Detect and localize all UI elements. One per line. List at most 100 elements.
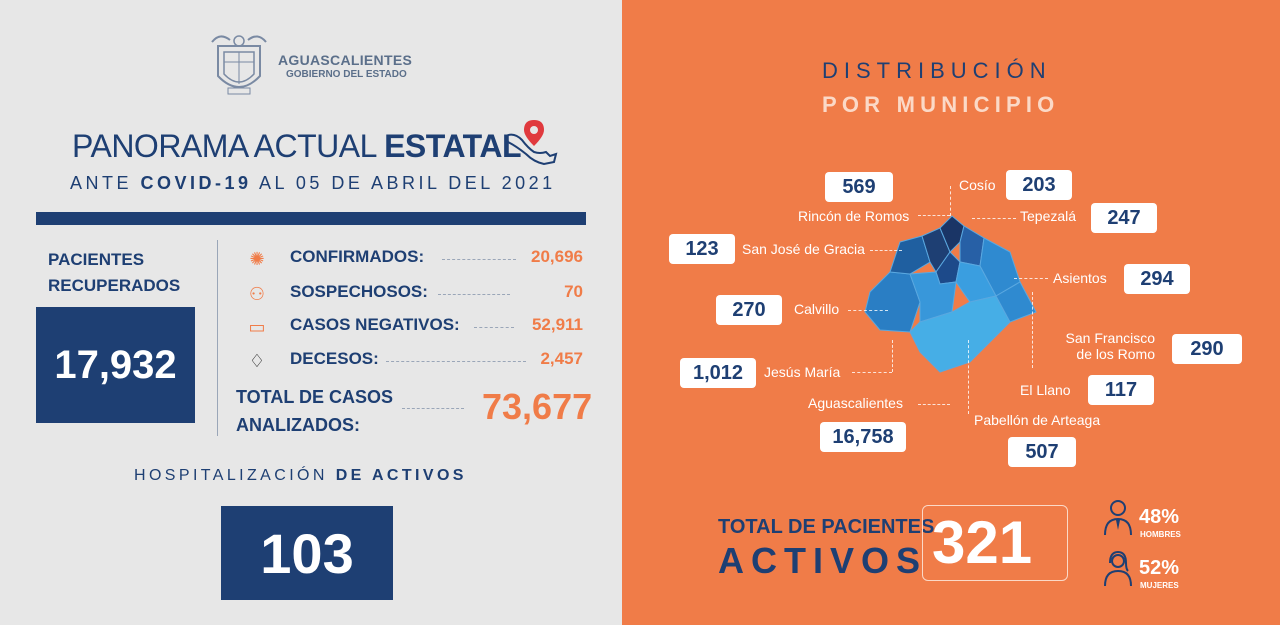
municipality-value-san-jose-de-gracia: 123 bbox=[669, 234, 735, 264]
municipality-value-rincon-de-romos: 569 bbox=[825, 172, 893, 202]
municipality-value-cosio: 203 bbox=[1006, 170, 1072, 200]
recovered-label-line1: PACIENTES bbox=[48, 250, 145, 269]
subtitle-pre: ANTE bbox=[70, 173, 141, 193]
map-region-aguascalientes bbox=[909, 295, 1011, 373]
map-region-jesus-maria bbox=[909, 271, 957, 323]
active-box bbox=[922, 505, 1068, 581]
municipality-name-tepezala: Tepezalá bbox=[1020, 208, 1077, 224]
stat-value: 52,911 bbox=[531, 315, 583, 334]
municipality-value-jesus-maria: 1,012 bbox=[680, 358, 756, 388]
municipality-name-asientos: Asientos bbox=[1053, 270, 1107, 286]
women-percentage: 52% bbox=[1139, 557, 1180, 579]
active-label-line1: TOTAL DE PACIENTES bbox=[718, 516, 935, 538]
leader-line bbox=[402, 408, 464, 409]
stat-label: SOSPECHOSOS: bbox=[290, 282, 428, 301]
municipality-value-pabellon-de-arteaga: 507 bbox=[1008, 437, 1076, 467]
mexico-map-pin-icon bbox=[504, 120, 558, 166]
municipality-name-line2: de los Romo bbox=[1076, 346, 1155, 362]
government-subtitle: GOBIERNO DEL ESTADO bbox=[286, 69, 407, 80]
total-cases-label-line2: ANALIZADOS: bbox=[236, 415, 360, 435]
active-label-line2: ACTIVOS bbox=[718, 540, 928, 581]
map-region-calvillo bbox=[864, 271, 921, 333]
leader-line bbox=[968, 340, 969, 414]
leader-line bbox=[852, 372, 892, 373]
total-cases-label-line1: TOTAL DE CASOS bbox=[236, 387, 394, 407]
municipality-name-jesus-maria: Jesús María bbox=[764, 364, 841, 380]
stat-confirmed: ✺ CONFIRMADOS: 20,696 bbox=[242, 245, 587, 273]
stat-suspected: ⚇ SOSPECHOSOS: 70 bbox=[242, 280, 587, 308]
mask-icon: ▭ bbox=[248, 316, 266, 338]
map-region-san-francisco-de-los-romo bbox=[955, 261, 997, 303]
municipality-name-cosio: Cosío bbox=[959, 177, 996, 193]
state-map bbox=[864, 215, 1037, 373]
leader-line bbox=[442, 259, 516, 260]
total-cases-label: TOTAL DE CASOS ANALIZADOS: bbox=[236, 383, 393, 439]
men-percentage: 48% bbox=[1139, 506, 1180, 528]
municipality-name-san-jose-de-gracia: San José de Gracia bbox=[742, 241, 865, 257]
municipality-name-rincon-de-romos: Rincón de Romos bbox=[798, 208, 910, 224]
leader-line bbox=[1032, 292, 1033, 368]
municipality-value-calvillo: 270 bbox=[716, 295, 782, 325]
subtitle-bold: COVID-19 bbox=[140, 173, 252, 193]
hospitalization-label: HOSPITALIZACIÓN DE ACTIVOS bbox=[134, 467, 467, 485]
stat-value: 2,457 bbox=[540, 349, 583, 368]
state-coat-of-arms-icon bbox=[211, 35, 267, 95]
municipality-name-aguascalientes: Aguascalientes bbox=[808, 395, 903, 411]
title-light: PANORAMA ACTUAL bbox=[72, 128, 385, 164]
leader-line bbox=[918, 404, 950, 405]
virus-icon: ✺ bbox=[249, 248, 265, 270]
stat-label: CASOS NEGATIVOS: bbox=[290, 315, 460, 334]
stat-value: 20,696 bbox=[531, 247, 583, 266]
recovered-label-line2: RECUPERADOS bbox=[48, 276, 181, 295]
municipality-value-el-llano: 117 bbox=[1088, 375, 1154, 405]
municipality-name-line1: San Francisco bbox=[1065, 330, 1155, 346]
recovered-value: 17,932 bbox=[54, 342, 177, 387]
women-label: MUJERES bbox=[1140, 581, 1179, 590]
map-region-el-llano bbox=[995, 281, 1037, 323]
municipality-name-pabellon-de-arteaga: Pabellón de Arteaga bbox=[974, 412, 1101, 428]
stat-label: DECESOS: bbox=[290, 349, 379, 368]
men-label: HOMBRES bbox=[1140, 530, 1181, 539]
leader-line bbox=[1014, 278, 1048, 279]
title-bold: ESTATAL bbox=[384, 128, 521, 164]
leader-line bbox=[848, 310, 888, 311]
recovered-box: 17,932 bbox=[36, 307, 195, 423]
distribution-title-line2: POR MUNICIPIO bbox=[822, 92, 1060, 117]
stat-negative: ▭ CASOS NEGATIVOS: 52,911 bbox=[242, 313, 587, 341]
right-panel: DISTRIBUCIÓN POR MUNICIPIO 569 Rincón de… bbox=[622, 0, 1280, 625]
man-icon bbox=[1104, 500, 1132, 536]
hospitalization-label-bold: DE ACTIVOS bbox=[335, 467, 467, 484]
hospitalization-value: 103 bbox=[260, 521, 354, 585]
stat-label: CONFIRMADOS: bbox=[290, 247, 425, 266]
recovered-label: PACIENTES RECUPERADOS bbox=[48, 247, 180, 299]
left-panel: AGUASCALIENTES GOBIERNO DEL ESTADO PANOR… bbox=[0, 0, 622, 625]
leader-line bbox=[438, 294, 510, 295]
active-value: 321 bbox=[932, 509, 1033, 576]
municipality-name-san-francisco-de-los-romo: San Francisco de los Romo bbox=[1063, 330, 1155, 362]
leader-line bbox=[892, 340, 893, 372]
municipality-value-asientos: 294 bbox=[1124, 264, 1190, 294]
leader-line bbox=[950, 186, 951, 216]
leader-line bbox=[474, 327, 514, 328]
page-title: PANORAMA ACTUAL ESTATAL bbox=[72, 128, 521, 165]
hospitalization-label-light: HOSPITALIZACIÓN bbox=[134, 467, 336, 484]
vertical-divider bbox=[217, 240, 218, 436]
subtitle-post: AL 05 DE ABRIL DEL 2021 bbox=[251, 173, 556, 193]
municipality-value-tepezala: 247 bbox=[1091, 203, 1157, 233]
divider-bar bbox=[36, 212, 586, 225]
distribution-title-line1: DISTRIBUCIÓN bbox=[822, 58, 1052, 83]
government-name: AGUASCALIENTES bbox=[278, 52, 413, 68]
leader-line bbox=[972, 218, 1016, 219]
woman-icon bbox=[1104, 550, 1132, 587]
municipality-value-san-francisco-de-los-romo: 290 bbox=[1172, 334, 1242, 364]
total-cases-value: 73,677 bbox=[482, 386, 593, 427]
stat-value: 70 bbox=[564, 282, 583, 301]
municipality-name-el-llano: El Llano bbox=[1020, 382, 1071, 398]
page-subtitle: ANTE COVID-19 AL 05 DE ABRIL DEL 2021 bbox=[70, 173, 556, 194]
municipality-value-aguascalientes: 16,758 bbox=[820, 422, 906, 452]
question-person-icon: ⚇ bbox=[248, 283, 266, 305]
ribbon-icon: ♢ bbox=[248, 350, 266, 372]
municipality-name-calvillo: Calvillo bbox=[794, 301, 840, 317]
stat-deaths: ♢ DECESOS: 2,457 bbox=[242, 347, 587, 375]
leader-line bbox=[918, 215, 950, 216]
